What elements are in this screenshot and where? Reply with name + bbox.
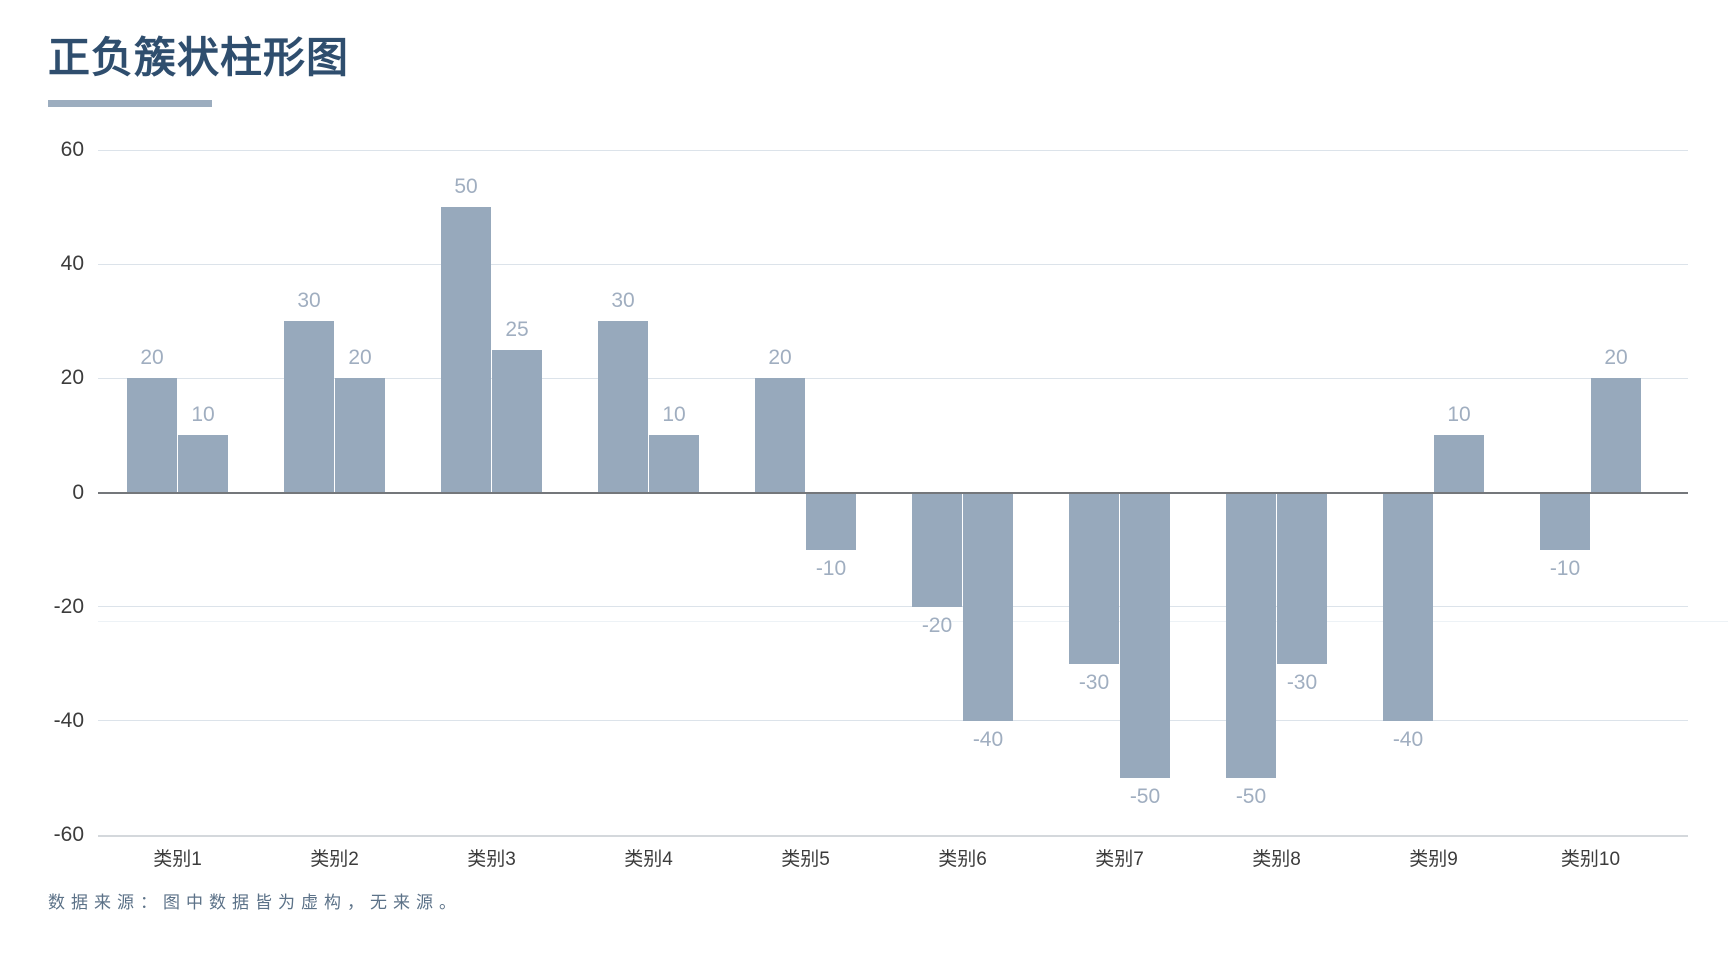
x-axis-label: 类别8 (1252, 849, 1301, 870)
x-axis-label: 类别1 (153, 849, 202, 870)
bar (1226, 492, 1276, 778)
bar (178, 435, 228, 493)
bar-value-label: 50 (454, 175, 478, 199)
bar (1069, 492, 1119, 664)
bar (755, 378, 805, 493)
x-axis-label: 类别10 (1560, 849, 1621, 870)
bar-value-label: -40 (972, 727, 1004, 751)
y-axis-label: 40 (60, 252, 84, 276)
bar (1120, 492, 1170, 778)
y-axis-label: 20 (60, 366, 84, 390)
bar-value-label: -10 (815, 556, 847, 580)
x-axis-label: 类别4 (624, 849, 673, 870)
bar (492, 349, 542, 493)
bar-value-label: -10 (1549, 556, 1581, 580)
bar-value-label: 10 (191, 403, 215, 427)
bar (441, 207, 491, 493)
bar (127, 378, 177, 493)
zero-axis-line (98, 491, 1688, 494)
x-axis-label: 类别7 (1095, 849, 1144, 870)
bar (335, 378, 385, 493)
bar-value-label: 20 (140, 346, 164, 370)
bar (806, 492, 856, 550)
bar-value-label: -50 (1235, 784, 1267, 808)
bar (284, 321, 334, 493)
bar (649, 435, 699, 493)
bar (1383, 492, 1433, 721)
x-axis-label: 类别6 (938, 849, 987, 870)
bar-value-label: 20 (768, 346, 792, 370)
gridline (98, 834, 1688, 837)
bar-value-label: 30 (297, 289, 321, 313)
y-axis-label: -60 (53, 823, 84, 846)
faint-line (98, 620, 1728, 622)
bar (1591, 378, 1641, 493)
x-axis-label: 类别3 (467, 849, 516, 870)
bar (912, 492, 962, 607)
bar (598, 321, 648, 493)
bar-value-label: 20 (348, 346, 372, 370)
bar (1540, 492, 1590, 550)
y-axis-label: 0 (72, 480, 84, 504)
y-axis-label: 60 (60, 138, 84, 161)
y-axis-label: -40 (53, 708, 84, 732)
bar-value-label: -20 (921, 613, 953, 637)
bar-value-label: 10 (1447, 403, 1471, 427)
bar-value-label: -30 (1078, 670, 1110, 694)
x-axis-label: 类别2 (310, 849, 359, 870)
bar-value-label: 20 (1604, 346, 1628, 370)
gridline (98, 720, 1688, 722)
bar-value-label: -30 (1286, 670, 1318, 694)
x-axis-label: 类别5 (781, 849, 830, 870)
title-underline (48, 100, 212, 107)
bar-value-label: 25 (505, 317, 529, 341)
bar-value-label: 30 (611, 289, 635, 313)
gridline (98, 149, 1688, 151)
bar-value-label: -40 (1392, 727, 1424, 751)
page-title: 正负簇状柱形图 (48, 34, 350, 81)
gridline (98, 377, 1688, 379)
bar-value-label: -50 (1129, 784, 1161, 808)
y-axis-label: -20 (53, 594, 84, 618)
gridline (98, 606, 1688, 608)
bar (963, 492, 1013, 721)
gridline (98, 263, 1688, 265)
bar (1434, 435, 1484, 493)
data-source-note: 数据来源：图中数据皆为虚构，无来源。 (48, 893, 462, 912)
bar (1277, 492, 1327, 664)
x-axis-label: 类别9 (1409, 849, 1458, 870)
bar-value-label: 10 (662, 403, 686, 427)
